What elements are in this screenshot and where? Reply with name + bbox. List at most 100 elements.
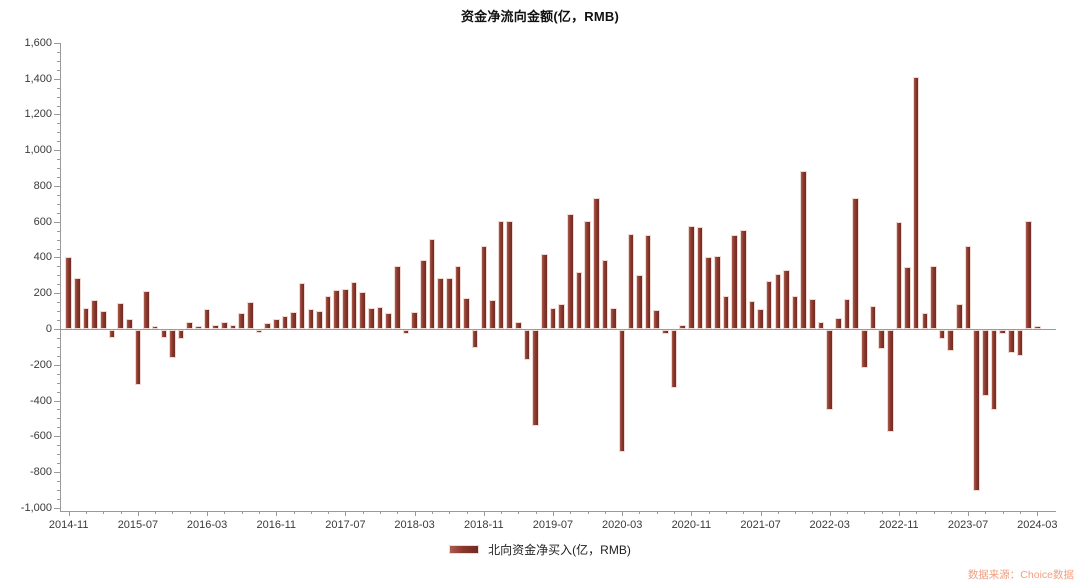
y-minor-tick: [57, 141, 60, 143]
bar: [912, 76, 920, 329]
x-minor-tick: [950, 511, 952, 514]
legend: 北向资金净买入(亿，RMB): [0, 541, 1080, 558]
y-tick-label: -200: [29, 358, 52, 371]
y-tick-label: 1,200: [24, 108, 52, 121]
bar: [765, 280, 773, 329]
bar: [757, 309, 764, 329]
y-minor-tick: [57, 454, 60, 456]
x-minor-tick: [172, 511, 174, 514]
bar: [696, 227, 704, 329]
bar: [471, 330, 479, 348]
bar: [108, 330, 116, 339]
y-major-tick: [54, 329, 60, 330]
y-minor-tick: [57, 498, 60, 500]
x-major-tick: [207, 511, 209, 516]
y-minor-tick: [57, 409, 60, 411]
y-minor-tick: [57, 355, 60, 357]
y-minor-tick: [57, 489, 60, 491]
x-minor-tick: [674, 511, 676, 514]
y-major-tick: [54, 221, 60, 223]
bar: [445, 278, 453, 329]
bar: [895, 221, 903, 329]
x-minor-tick: [501, 511, 503, 514]
y-major-tick: [54, 114, 60, 116]
bar: [869, 305, 877, 329]
x-major-tick: [829, 511, 831, 516]
x-minor-tick: [881, 511, 883, 514]
x-minor-tick: [362, 511, 364, 514]
bar: [497, 220, 505, 329]
bar: [800, 170, 808, 329]
y-major-tick: [54, 185, 60, 187]
bar: [532, 330, 539, 426]
x-major-tick: [414, 511, 416, 516]
x-minor-tick: [380, 511, 382, 514]
x-major-tick: [68, 511, 70, 516]
bar: [835, 318, 842, 329]
bar: [65, 256, 72, 329]
x-minor-tick: [916, 511, 918, 514]
bar: [160, 330, 168, 339]
y-minor-tick: [57, 302, 60, 304]
x-minor-tick: [777, 511, 779, 514]
y-minor-tick: [57, 51, 60, 53]
y-minor-tick: [57, 132, 60, 134]
bar: [592, 198, 600, 329]
x-minor-tick: [431, 511, 433, 514]
bar: [1033, 326, 1041, 329]
x-minor-tick: [1002, 511, 1004, 514]
bar: [731, 235, 738, 329]
y-tick-label: 0: [45, 323, 52, 335]
x-major-tick: [483, 511, 485, 516]
bar: [774, 274, 782, 329]
y-minor-tick: [57, 463, 60, 465]
bar: [852, 198, 859, 329]
bar: [558, 303, 565, 329]
bar: [117, 303, 124, 329]
y-minor-tick: [57, 123, 60, 125]
bar: [653, 310, 661, 329]
y-major-tick: [54, 293, 60, 295]
x-tick-label: 2024-03: [1017, 519, 1058, 531]
y-minor-tick: [57, 60, 60, 62]
x-tick-label: 2021-07: [740, 519, 781, 531]
bar: [636, 275, 643, 329]
y-minor-tick: [57, 194, 60, 196]
chart-title: 资金净流向金额(亿，RMB): [460, 9, 620, 24]
bar: [956, 303, 963, 329]
zero-baseline: [60, 329, 1056, 330]
bar: [342, 288, 349, 329]
y-minor-tick: [57, 212, 60, 214]
y-minor-tick: [57, 203, 60, 205]
bar: [973, 330, 981, 491]
bar: [878, 330, 885, 349]
y-tick-label: 400: [33, 251, 52, 264]
bar: [437, 278, 444, 329]
x-tick-label: 2018-03: [394, 519, 435, 531]
x-major-tick: [1037, 511, 1039, 516]
x-major-tick: [137, 511, 139, 516]
bar: [1016, 330, 1024, 356]
x-minor-tick: [241, 511, 243, 514]
bar: [739, 229, 747, 329]
bar: [212, 324, 219, 329]
x-minor-tick: [570, 511, 572, 514]
bar: [938, 330, 946, 339]
y-minor-tick: [57, 346, 60, 348]
bar: [359, 292, 367, 329]
bar: [324, 295, 332, 329]
bar: [679, 325, 686, 329]
x-major-tick: [345, 511, 347, 516]
y-minor-tick: [57, 445, 60, 447]
x-minor-tick: [795, 511, 797, 514]
bar: [990, 330, 998, 410]
bar: [964, 245, 972, 329]
bar: [272, 319, 280, 329]
x-minor-tick: [189, 511, 191, 514]
bar: [515, 321, 522, 329]
bar: [886, 330, 894, 432]
y-major-tick: [54, 364, 60, 366]
bar: [999, 330, 1006, 334]
y-tick-label: 600: [33, 215, 52, 228]
x-minor-tick: [639, 511, 641, 514]
